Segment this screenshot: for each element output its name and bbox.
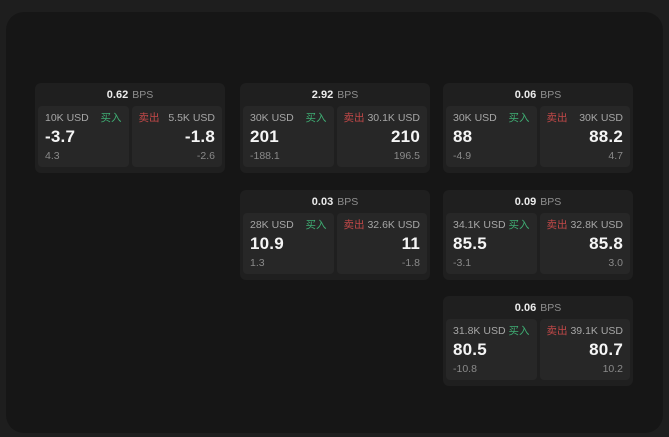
buy-side-label: 买入 <box>305 219 327 231</box>
buy-delta: -10.8 <box>453 363 477 375</box>
quote-card: 0.62 BPS 10K USD 买入 -3.7 4.3 卖出 5.5K USD… <box>35 83 225 173</box>
buy-side-label: 买入 <box>508 112 530 124</box>
buy-delta: 1.3 <box>250 257 265 269</box>
buy-panel[interactable]: 30K USD 买入 201 -188.1 <box>243 106 334 167</box>
sell-panel[interactable]: 卖出 30K USD 88.2 4.7 <box>539 106 630 167</box>
quote-card: 0.06 BPS 30K USD 买入 88 -4.9 卖出 30K USD 8… <box>443 83 633 173</box>
sell-delta: 4.7 <box>608 150 623 162</box>
buy-delta: -4.9 <box>453 150 472 162</box>
bps-unit-label: BPS <box>132 88 154 101</box>
bps-header: 0.06 BPS <box>443 83 633 106</box>
bps-header: 0.09 BPS <box>443 190 633 213</box>
sell-amount: 30K USD <box>579 112 623 124</box>
buy-price: 80.5 <box>453 340 487 359</box>
quote-card: 2.92 BPS 30K USD 买入 201 -188.1 卖出 30.1K … <box>240 83 430 173</box>
sell-side-label: 卖出 <box>343 219 365 231</box>
bps-value: 0.06 <box>514 88 537 101</box>
bps-unit-label: BPS <box>540 88 562 101</box>
buy-amount: 30K USD <box>250 112 294 124</box>
bps-header: 2.92 BPS <box>240 83 430 106</box>
buy-delta: 4.3 <box>45 150 60 162</box>
sell-panel[interactable]: 卖出 30.1K USD 210 196.5 <box>336 106 427 167</box>
bps-value: 0.62 <box>106 88 129 101</box>
sell-side-label: 卖出 <box>546 219 568 231</box>
quote-panels: 30K USD 买入 201 -188.1 卖出 30.1K USD 210 1… <box>243 106 427 167</box>
buy-price: 85.5 <box>453 234 487 253</box>
bps-value: 0.06 <box>514 301 537 314</box>
bps-header: 0.03 BPS <box>240 190 430 213</box>
sell-delta: -1.8 <box>401 257 420 269</box>
buy-amount: 30K USD <box>453 112 497 124</box>
sell-price: 88.2 <box>589 127 623 146</box>
sell-amount: 5.5K USD <box>168 112 215 124</box>
quote-card: 0.03 BPS 28K USD 买入 10.9 1.3 卖出 32.6K US… <box>240 190 430 280</box>
buy-price: 10.9 <box>250 234 284 253</box>
bps-header: 0.62 BPS <box>35 83 225 106</box>
sell-amount: 32.8K USD <box>570 219 623 231</box>
buy-panel[interactable]: 31.8K USD 买入 80.5 -10.8 <box>446 319 537 380</box>
sell-side-label: 卖出 <box>138 112 160 124</box>
sell-delta: 3.0 <box>608 257 623 269</box>
sell-amount: 39.1K USD <box>570 325 623 337</box>
sell-panel[interactable]: 卖出 39.1K USD 80.7 10.2 <box>539 319 630 380</box>
sell-delta: 196.5 <box>393 150 420 162</box>
sell-side-label: 卖出 <box>546 325 568 337</box>
sell-delta: 10.2 <box>602 363 623 375</box>
sell-panel[interactable]: 卖出 5.5K USD -1.8 -2.6 <box>131 106 222 167</box>
buy-price: 201 <box>250 127 279 146</box>
quote-card: 0.09 BPS 34.1K USD 买入 85.5 -3.1 卖出 32.8K… <box>443 190 633 280</box>
buy-side-label: 买入 <box>508 219 530 231</box>
sell-amount: 32.6K USD <box>367 219 420 231</box>
buy-side-label: 买入 <box>305 112 327 124</box>
sell-price: 85.8 <box>589 234 623 253</box>
quote-panels: 10K USD 买入 -3.7 4.3 卖出 5.5K USD -1.8 -2.… <box>38 106 222 167</box>
sell-delta: -2.6 <box>196 150 215 162</box>
sell-price: 11 <box>401 234 420 253</box>
sell-panel[interactable]: 卖出 32.6K USD 11 -1.8 <box>336 213 427 274</box>
sell-amount: 30.1K USD <box>367 112 420 124</box>
bps-value: 0.03 <box>311 195 334 208</box>
buy-side-label: 买入 <box>100 112 122 124</box>
buy-amount: 34.1K USD <box>453 219 506 231</box>
bps-unit-label: BPS <box>540 301 562 314</box>
bps-header: 0.06 BPS <box>443 296 633 319</box>
sell-price: -1.8 <box>184 127 215 146</box>
buy-panel[interactable]: 34.1K USD 买入 85.5 -3.1 <box>446 213 537 274</box>
quote-panels: 31.8K USD 买入 80.5 -10.8 卖出 39.1K USD 80.… <box>446 319 630 380</box>
bps-value: 2.92 <box>311 88 334 101</box>
sell-side-label: 卖出 <box>343 112 365 124</box>
bps-value: 0.09 <box>514 195 537 208</box>
bps-unit-label: BPS <box>540 195 562 208</box>
quote-panels: 34.1K USD 买入 85.5 -3.1 卖出 32.8K USD 85.8… <box>446 213 630 274</box>
buy-panel[interactable]: 30K USD 买入 88 -4.9 <box>446 106 537 167</box>
bps-unit-label: BPS <box>337 195 359 208</box>
buy-price: 88 <box>453 127 473 146</box>
buy-amount: 28K USD <box>250 219 294 231</box>
quote-panels: 30K USD 买入 88 -4.9 卖出 30K USD 88.2 4.7 <box>446 106 630 167</box>
buy-panel[interactable]: 10K USD 买入 -3.7 4.3 <box>38 106 129 167</box>
buy-panel[interactable]: 28K USD 买入 10.9 1.3 <box>243 213 334 274</box>
quote-card: 0.06 BPS 31.8K USD 买入 80.5 -10.8 卖出 39.1… <box>443 296 633 386</box>
sell-side-label: 卖出 <box>546 112 568 124</box>
buy-delta: -3.1 <box>453 257 472 269</box>
sell-panel[interactable]: 卖出 32.8K USD 85.8 3.0 <box>539 213 630 274</box>
sell-price: 80.7 <box>589 340 623 359</box>
sell-price: 210 <box>391 127 420 146</box>
buy-price: -3.7 <box>45 127 76 146</box>
bps-unit-label: BPS <box>337 88 359 101</box>
quote-panels: 28K USD 买入 10.9 1.3 卖出 32.6K USD 11 -1.8 <box>243 213 427 274</box>
buy-side-label: 买入 <box>508 325 530 337</box>
buy-amount: 10K USD <box>45 112 89 124</box>
buy-delta: -188.1 <box>250 150 280 162</box>
buy-amount: 31.8K USD <box>453 325 506 337</box>
